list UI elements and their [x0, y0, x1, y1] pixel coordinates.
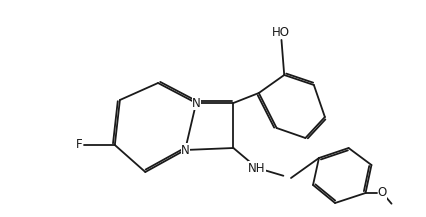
Text: HO: HO — [271, 26, 289, 38]
Text: NH: NH — [248, 161, 265, 174]
Text: N: N — [191, 97, 200, 110]
Text: F: F — [76, 138, 82, 151]
Text: N: N — [180, 143, 189, 156]
Text: O: O — [377, 186, 386, 199]
